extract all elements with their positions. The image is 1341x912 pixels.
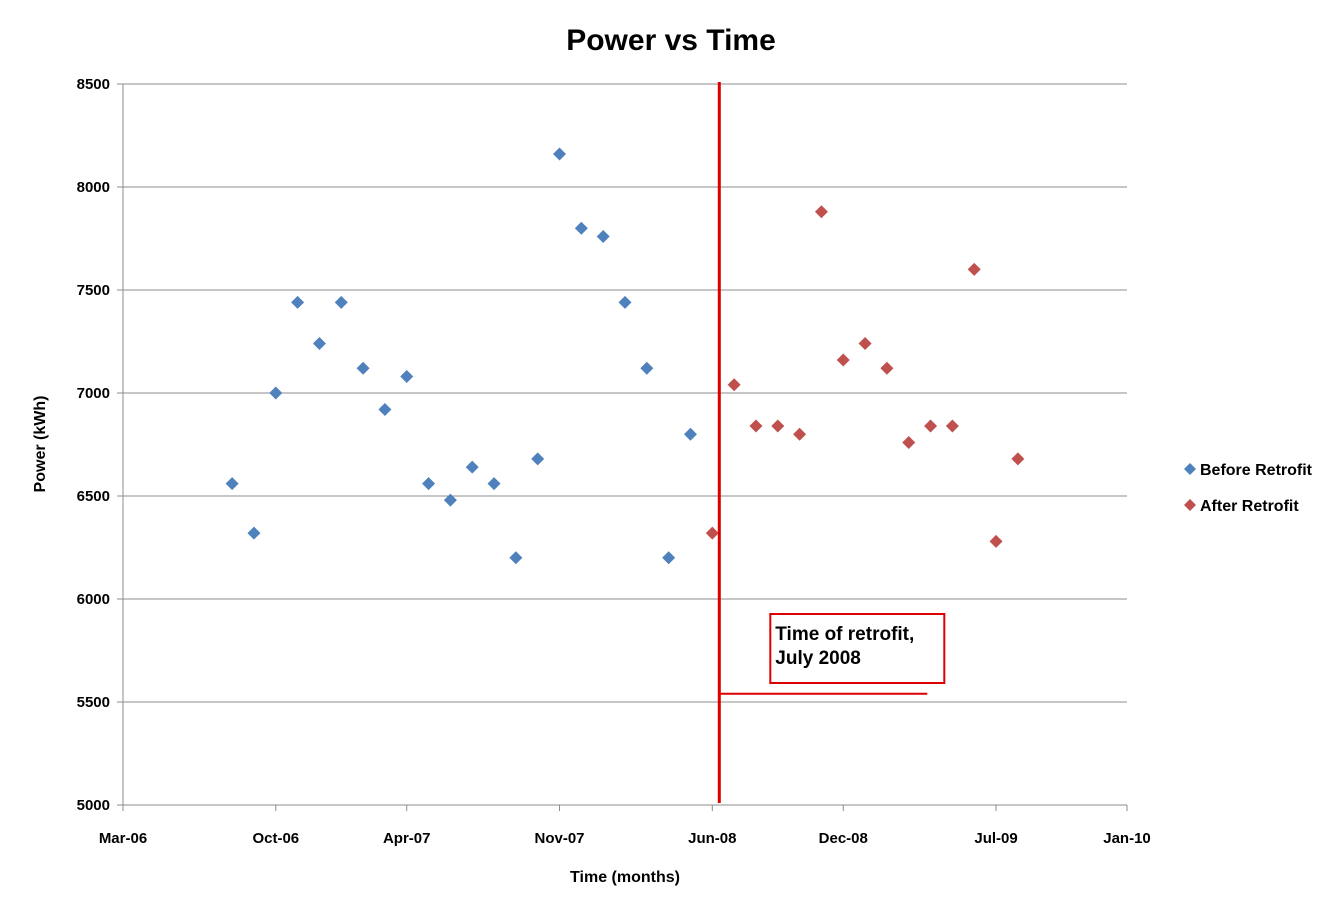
before-retrofit-point [312,337,326,351]
before-retrofit-point [487,477,501,491]
data-points [225,147,1025,565]
before-retrofit-point [531,452,545,466]
before-retrofit-point [443,493,457,507]
before-retrofit-point [596,229,610,243]
after-retrofit-point [945,419,959,433]
after-retrofit-point [989,534,1003,548]
before-retrofit-point [356,361,370,375]
before-retrofit-point [378,402,392,416]
after-retrofit-point [1011,452,1025,466]
retrofit-annotation: Time of retrofit, July 2008 [717,82,946,803]
x-tick-label: Mar-06 [99,830,147,847]
x-axis-label: Time (months) [570,869,680,886]
before-retrofit-point [225,477,239,491]
after-retrofit-point [771,419,785,433]
before-retrofit-point [509,551,523,565]
y-tick-label: 8500 [77,76,110,93]
y-tick-label: 7000 [77,385,110,402]
before-retrofit-point [662,551,676,565]
legend: Before Retrofit After Retrofit [1184,462,1313,515]
annotation-box [769,613,946,684]
after-retrofit-point [902,435,916,449]
before-retrofit-point [618,295,632,309]
before-retrofit-point [334,295,348,309]
legend-marker [1184,463,1196,475]
legend-label: After Retrofit [1200,498,1299,515]
before-retrofit-point [553,147,567,161]
annotation-text: July 2008 [775,648,861,669]
x-tick-label: Jun-08 [688,830,736,847]
before-retrofit-point [640,361,654,375]
x-axis-ticks: Mar-06 Oct-06 Apr-07 Nov-07 Jun-08 Dec-08 Jul-… [99,805,1151,847]
legend-marker [1184,499,1196,511]
y-tick-label: 5000 [77,797,110,814]
after-retrofit-point [705,526,719,540]
y-tick-label: 6000 [77,591,110,608]
x-tick-label: Apr-07 [383,830,431,847]
chart-title: Power vs Time [566,24,776,57]
after-retrofit-point [749,419,763,433]
x-tick-label: Dec-08 [819,830,868,847]
before-retrofit-point [574,221,588,235]
y-tick-label: 7500 [77,282,110,299]
after-retrofit-point [858,337,872,351]
after-retrofit-point [814,205,828,219]
after-retrofit-point [727,378,741,392]
after-retrofit-point [836,353,850,367]
y-axis-ticks: 5000 5500 6000 6500 7000 7500 8000 8500 [77,76,123,814]
x-tick-label: Oct-06 [252,830,299,847]
after-retrofit-point [924,419,938,433]
x-tick-label: Nov-07 [535,830,585,847]
y-tick-label: 8000 [77,179,110,196]
before-retrofit-point [422,477,436,491]
before-retrofit-point [465,460,479,474]
before-retrofit-point [291,295,305,309]
legend-label: Before Retrofit [1200,462,1313,479]
axes [122,84,1127,806]
after-retrofit-point [967,262,981,276]
before-retrofit-point [247,526,261,540]
x-tick-label: Jul-09 [974,830,1017,847]
y-tick-label: 5500 [77,694,110,711]
before-retrofit-point [683,427,697,441]
gridlines [123,83,1127,703]
after-retrofit-point [793,427,807,441]
before-retrofit-point [269,386,283,400]
before-retrofit-point [400,370,414,384]
x-tick-label: Jan-10 [1103,830,1151,847]
after-retrofit-point [880,361,894,375]
y-tick-label: 6500 [77,488,110,505]
y-axis-label: Power (kWh) [32,396,49,493]
annotation-text: Time of retrofit, [775,624,914,645]
